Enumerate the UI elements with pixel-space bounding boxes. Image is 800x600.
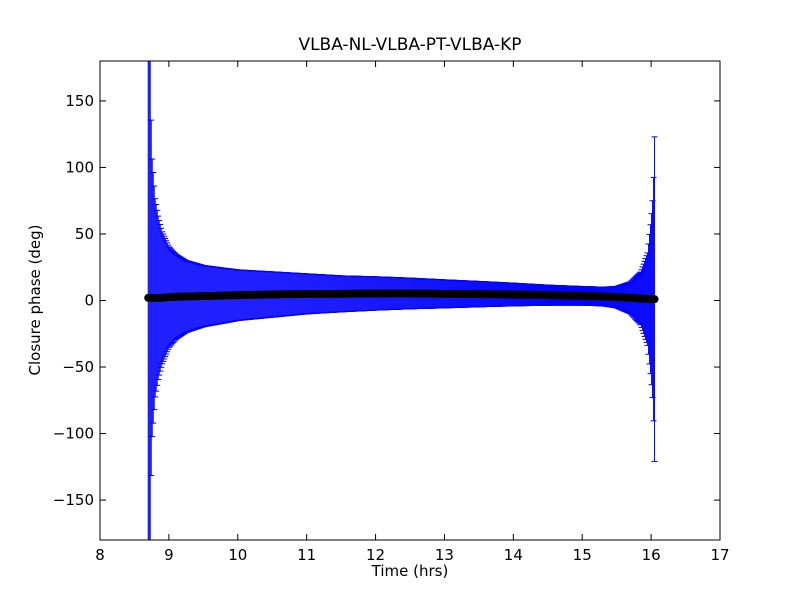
x-tick-label: 9 xyxy=(164,546,174,564)
x-tick-label: 11 xyxy=(297,546,316,564)
data-point xyxy=(650,295,659,304)
x-axis-label: Time (hrs) xyxy=(371,562,449,580)
x-tick-label: 13 xyxy=(435,546,454,564)
x-tick-label: 8 xyxy=(95,546,105,564)
data-points-layer xyxy=(144,289,659,304)
x-tick-label: 15 xyxy=(573,546,592,564)
y-tick-label: 100 xyxy=(65,158,94,176)
y-tick-label: −50 xyxy=(62,358,94,376)
y-tick-label: 50 xyxy=(75,225,94,243)
y-tick-label: 150 xyxy=(65,92,94,110)
y-tick-label: 0 xyxy=(84,292,94,310)
chart-title: VLBA-NL-VLBA-PT-VLBA-KP xyxy=(298,35,522,55)
x-tick-label: 17 xyxy=(710,546,729,564)
x-tick-label: 16 xyxy=(642,546,661,564)
y-tick-label: −150 xyxy=(53,491,94,509)
y-tick-label: −100 xyxy=(53,425,94,443)
x-tick-label: 10 xyxy=(228,546,247,564)
x-tick-label: 12 xyxy=(366,546,385,564)
x-tick-label: 14 xyxy=(504,546,523,564)
axes-layer: 8 9 10 11 12 13 14 15 16 17 −150 −100 −50 0 50 100 150 xyxy=(53,60,730,564)
errorbar-layer xyxy=(147,61,658,540)
